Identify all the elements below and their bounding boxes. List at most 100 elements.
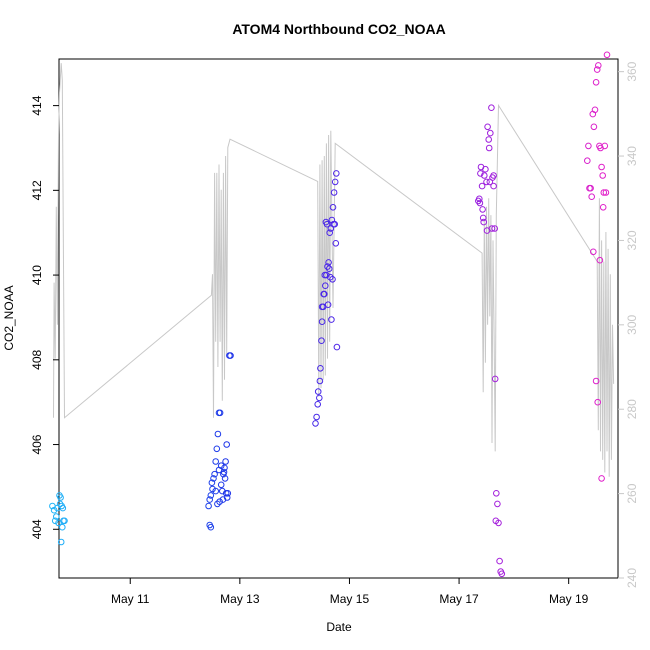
data-point: [481, 172, 488, 179]
data-point: [476, 195, 483, 203]
data-point: [601, 142, 609, 150]
data-point: [207, 492, 215, 499]
data-point: [313, 413, 320, 421]
y2-tick-label-2: 280: [625, 399, 639, 419]
data-point: [223, 441, 230, 448]
data-point: [57, 538, 65, 546]
plot-frame: [58, 58, 619, 579]
data-point: [327, 273, 334, 281]
data-point: [324, 263, 331, 270]
data-point: [214, 430, 222, 438]
data-point: [321, 271, 329, 279]
data-point: [324, 301, 332, 309]
data-point: [217, 481, 225, 489]
data-point: [485, 144, 493, 152]
data-point: [482, 165, 489, 173]
data-point: [492, 517, 500, 525]
data-point: [217, 462, 225, 470]
data-point: [603, 51, 611, 59]
data-point: [51, 517, 59, 525]
axes-layer: May 11 May 13 May 15 May 17 May 19 404 406 408 4…: [30, 61, 639, 606]
y-tick-label-0: 404: [30, 519, 44, 539]
data-point: [590, 248, 597, 256]
data-point: [585, 142, 592, 150]
data-point: [478, 182, 486, 190]
data-point: [318, 303, 326, 311]
data-point: [584, 157, 591, 164]
data-point: [205, 502, 212, 510]
data-point: [494, 500, 501, 508]
data-point: [490, 172, 497, 179]
data-point: [328, 316, 335, 323]
data-point: [316, 377, 324, 385]
altitude-series-line: [53, 63, 615, 477]
data-point: [59, 523, 66, 531]
data-point: [593, 66, 601, 73]
data-point: [208, 479, 216, 487]
data-point: [488, 104, 495, 111]
data-point: [227, 352, 234, 359]
y-tick-label-2: 408: [30, 349, 44, 369]
data-point: [599, 172, 607, 179]
data-point: [595, 62, 602, 69]
data-point: [314, 401, 322, 408]
data-point: [59, 504, 67, 512]
y-tick-label-3: 410: [30, 265, 44, 285]
data-point: [498, 570, 506, 578]
data-point: [491, 225, 499, 232]
data-point: [332, 240, 340, 247]
data-point: [207, 523, 215, 531]
data-point: [493, 490, 500, 497]
y-tick-label-4: 412: [30, 180, 44, 200]
y2-tick-label-3: 300: [625, 314, 639, 334]
x-tick-label-2: May 15: [330, 592, 370, 606]
y2-tick-label-1: 260: [625, 483, 639, 503]
data-point: [216, 409, 224, 417]
data-point: [484, 123, 491, 131]
data-point: [211, 470, 218, 478]
data-point: [485, 136, 493, 143]
x-tick-label-1: May 13: [220, 592, 260, 606]
data-point: [496, 557, 503, 565]
data-point: [479, 214, 487, 222]
data-point: [486, 178, 494, 186]
data-point: [331, 220, 339, 228]
data-point: [329, 276, 336, 283]
data-point: [50, 506, 58, 514]
data-point: [598, 475, 605, 482]
data-point: [488, 225, 496, 232]
data-point: [331, 178, 339, 186]
data-point: [325, 265, 333, 273]
data-point: [320, 290, 328, 298]
data-point: [314, 388, 322, 395]
data-point: [330, 189, 338, 196]
data-point: [325, 259, 332, 266]
data-point: [316, 394, 323, 402]
data-point: [214, 500, 221, 508]
data-point: [479, 206, 486, 213]
data-point: [222, 490, 230, 497]
x-tick-label-3: May 17: [439, 592, 479, 606]
data-point: [591, 106, 599, 114]
data-point: [53, 513, 60, 520]
data-point: [599, 204, 607, 211]
data-point: [602, 189, 610, 196]
y-tick-label-1: 406: [30, 434, 44, 454]
y2-tick-label-5: 340: [625, 146, 639, 166]
data-point: [487, 129, 494, 137]
data-point: [480, 218, 488, 226]
data-point: [594, 398, 602, 406]
data-point: [216, 498, 223, 506]
data-point: [329, 204, 337, 211]
data-point: [210, 475, 217, 482]
y-tick-label-5: 414: [30, 95, 44, 115]
y-axis-label: CO2_NOAA: [2, 285, 16, 350]
data-point: [213, 445, 221, 453]
data-point: [318, 318, 326, 326]
data-point: [587, 184, 594, 192]
data-point: [206, 496, 213, 503]
data-point: [477, 170, 484, 177]
data-point: [212, 458, 219, 465]
data-point: [588, 193, 596, 200]
data-point: [483, 178, 490, 186]
